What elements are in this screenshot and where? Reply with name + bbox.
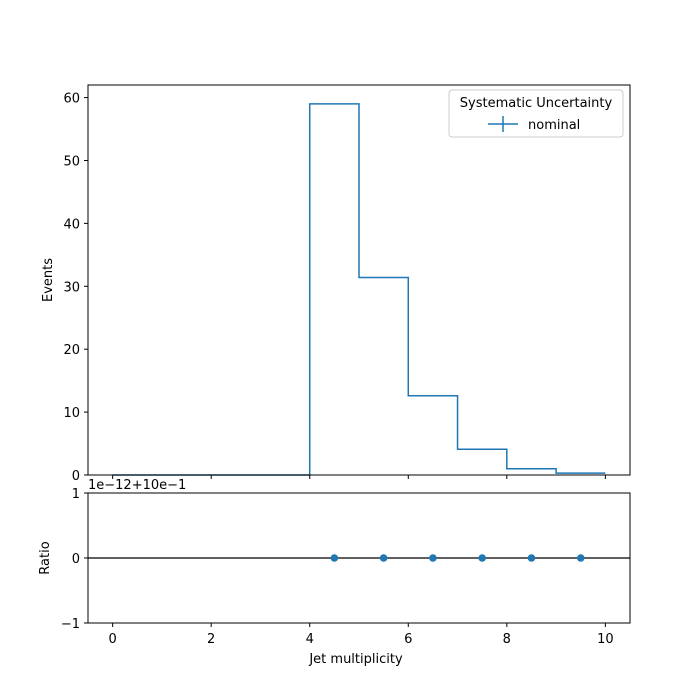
x-tick-label: 4	[306, 632, 314, 647]
main-axes-frame	[87, 84, 631, 476]
main-y-tick-label: 30	[63, 280, 80, 295]
x-tick-label: 8	[503, 632, 511, 647]
ratio-points	[330, 554, 585, 562]
ratio-point	[330, 554, 339, 562]
ratio-x-ticks: 0 2 4 6 8 10	[108, 623, 614, 647]
ratio-y-tick-label: 0	[72, 552, 80, 567]
ratio-y-ticks: −1 0 1	[61, 487, 88, 632]
main-y-tick-label: 40	[63, 217, 80, 232]
main-y-tick-label: 50	[63, 154, 80, 169]
x-tick-label: 10	[597, 632, 614, 647]
ratio-y-tick-label: 1	[72, 487, 80, 502]
main-y-axis-label: Events	[41, 258, 56, 302]
main-y-ticks: 0 10 20 30 40 50 60	[63, 92, 88, 484]
ratio-point	[478, 554, 486, 562]
ratio-axes-frame	[87, 492, 631, 624]
legend-frame	[448, 89, 624, 138]
ratio-panel: −1 0 1 0 2 4 6 8 10 1e−12+10e−1 Ratio Jet multi…	[38, 478, 631, 667]
main-panel: 0 10 20 30 40 50 60 Events Systematic Uncertai…	[41, 84, 631, 484]
main-y-tick-label: 10	[63, 406, 80, 421]
ratio-offset-text: 1e−12+10e−1	[88, 478, 186, 493]
x-axis-label: Jet multiplicity	[308, 652, 403, 667]
main-y-tick-label: 60	[63, 92, 80, 107]
ratio-point	[576, 554, 585, 562]
ratio-y-tick-label: −1	[61, 617, 80, 632]
legend: Systematic Uncertainty nominal	[448, 89, 624, 138]
main-x-ticks	[112, 475, 606, 479]
main-y-tick-label: 20	[63, 343, 80, 358]
ratio-point	[379, 554, 388, 562]
main-y-tick-label: 0	[72, 469, 80, 484]
ratio-point	[429, 554, 437, 562]
x-tick-label: 0	[108, 632, 116, 647]
ratio-y-axis-label: Ratio	[38, 541, 53, 574]
legend-entry-nominal: nominal	[528, 118, 580, 133]
ratio-point	[527, 554, 536, 562]
x-tick-label: 6	[404, 632, 412, 647]
legend-title: Systematic Uncertainty	[460, 96, 613, 111]
x-tick-label: 2	[207, 632, 215, 647]
